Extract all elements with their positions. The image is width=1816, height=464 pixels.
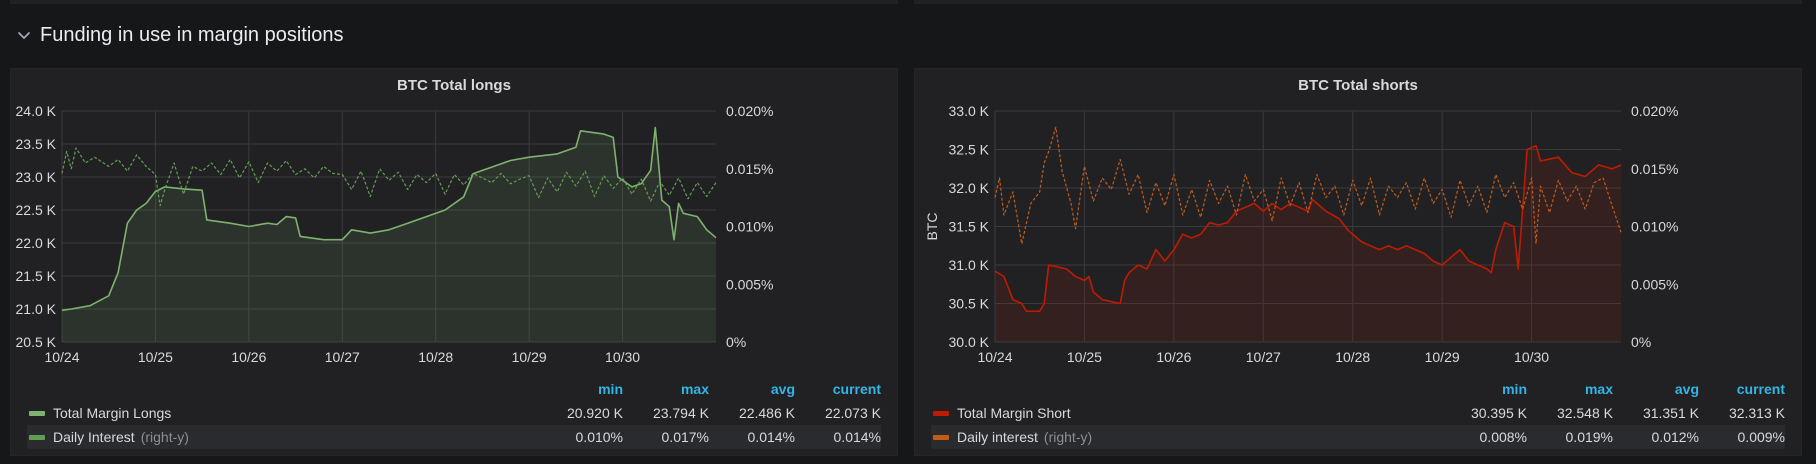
- x-tick-label: 10/29: [1425, 349, 1460, 365]
- y2-tick-label: 0.005%: [726, 276, 773, 292]
- panel-title[interactable]: BTC Total longs: [397, 77, 511, 94]
- legend-avg: 31.351 K: [1642, 405, 1699, 421]
- series-color-swatch[interactable]: [933, 434, 949, 440]
- y-tick-label: 31.5 K: [949, 219, 990, 235]
- legend-max: 0.019%: [1565, 429, 1613, 445]
- y2-tick-label: 0.010%: [1631, 219, 1678, 235]
- x-tick-label: 10/28: [1335, 349, 1370, 365]
- series-line-dashed: [994, 126, 1622, 245]
- legend-series-name[interactable]: Total Margin Longs: [53, 405, 172, 421]
- chart-btc-total-shorts: 30.0 K 30.5 K 31.0 K 31.5 K 32.0 K 32.5 K 33.0…: [924, 103, 1678, 365]
- chevron-down-icon[interactable]: [16, 27, 32, 43]
- y-axis-label: BTC: [924, 213, 940, 241]
- x-tick-label: 10/29: [512, 349, 547, 365]
- y-tick-label: 20.5 K: [16, 334, 57, 350]
- x-tick-label: 10/28: [418, 349, 453, 365]
- y-tick-label: 32.0 K: [949, 180, 990, 196]
- panel-btc-total-longs[interactable]: BTC Total longs 20.5 K 21.0 K 21.5 K 22.0 K…: [10, 68, 898, 456]
- legend-current: 32.313 K: [1728, 405, 1785, 421]
- series-line: [61, 126, 717, 312]
- legend-row[interactable]: Total Margin Short 30.395 K 32.548 K 31.…: [931, 401, 1785, 425]
- legend-header-max[interactable]: max: [680, 381, 709, 397]
- legend-current: 0.014%: [833, 429, 881, 445]
- x-tick-label: 10/25: [1067, 349, 1102, 365]
- y-tick-label: 24.0 K: [16, 103, 57, 119]
- legend-header-avg[interactable]: avg: [770, 381, 795, 397]
- series-area: [995, 145, 1621, 342]
- legend-axis-note: (right-y): [140, 429, 189, 445]
- legend-avg: 0.014%: [747, 429, 795, 445]
- legend-header: min max avg current: [27, 377, 881, 401]
- legend-header-avg[interactable]: avg: [1674, 381, 1699, 397]
- y2-tick-label: 0.005%: [1631, 276, 1678, 292]
- legend-min: 0.008%: [1479, 429, 1527, 445]
- legend-header-current[interactable]: current: [832, 381, 881, 397]
- legend-max: 0.017%: [661, 429, 709, 445]
- legend-min: 0.010%: [575, 429, 623, 445]
- legend-max: 32.548 K: [1556, 405, 1613, 421]
- legend-current: 22.073 K: [824, 405, 881, 421]
- x-tick-label: 10/26: [1156, 349, 1191, 365]
- legend-row[interactable]: Daily Interest (right-y) 0.010% 0.017% 0…: [27, 425, 881, 449]
- legend-current: 0.009%: [1737, 429, 1785, 445]
- y-tick-label: 23.0 K: [16, 169, 57, 185]
- panel-title[interactable]: BTC Total shorts: [1298, 77, 1418, 94]
- panel-btc-total-shorts[interactable]: BTC Total shorts 30.0 K 30.5 K 31.0 K 31.5 …: [914, 68, 1802, 456]
- y-tick-label: 30.5 K: [949, 296, 990, 312]
- y2-tick-label: 0.020%: [726, 103, 773, 119]
- y-tick-label: 33.0 K: [949, 103, 990, 119]
- chart-btc-total-longs: 20.5 K 21.0 K 21.5 K 22.0 K 22.5 K 23.0 K 23.5…: [16, 103, 774, 365]
- series-color-swatch[interactable]: [29, 434, 45, 440]
- legend-min: 20.920 K: [566, 405, 623, 421]
- legend-max: 23.794 K: [652, 405, 709, 421]
- legend: min max avg current Total Margin Longs 2…: [27, 377, 881, 449]
- y-tick-label: 30.0 K: [949, 334, 990, 350]
- series-line: [994, 144, 1622, 312]
- x-tick-label: 10/30: [1514, 349, 1549, 365]
- x-tick-label: 10/27: [1246, 349, 1281, 365]
- legend-axis-note: (right-y): [1043, 429, 1093, 445]
- x-tick-label: 10/30: [605, 349, 640, 365]
- legend-series-name[interactable]: Total Margin Short: [957, 405, 1071, 421]
- legend-series-name[interactable]: Daily Interest: [53, 429, 135, 445]
- legend-avg: 22.486 K: [738, 405, 795, 421]
- legend-series-name[interactable]: Daily interest: [957, 429, 1038, 445]
- legend-min: 30.395 K: [1470, 405, 1527, 421]
- row-title: Funding in use in margin positions: [40, 23, 344, 46]
- series-line-dashed: [61, 147, 717, 207]
- x-tick-label: 10/25: [138, 349, 173, 365]
- y2-tick-label: 0.020%: [1631, 103, 1678, 119]
- previous-panel-edge-left: [10, 0, 898, 4]
- series-area: [62, 127, 716, 342]
- previous-panel-edge-right: [914, 0, 1802, 4]
- x-tick-label: 10/24: [977, 349, 1012, 365]
- legend-row[interactable]: Daily interest (right-y) 0.008% 0.019% 0…: [931, 425, 1785, 449]
- legend-header-max[interactable]: max: [1584, 381, 1613, 397]
- legend-header-current[interactable]: current: [1736, 381, 1785, 397]
- legend-header-min[interactable]: min: [598, 381, 623, 397]
- legend-header: min max avg current: [931, 377, 1785, 401]
- legend: min max avg current Total Margin Short 3…: [931, 377, 1785, 449]
- y2-tick-label: 0%: [1631, 334, 1651, 350]
- y-tick-label: 23.5 K: [16, 136, 57, 152]
- legend-row[interactable]: Total Margin Longs 20.920 K 23.794 K 22.…: [27, 401, 881, 425]
- series-color-swatch[interactable]: [933, 410, 949, 416]
- y2-tick-label: 0.015%: [726, 161, 773, 177]
- x-tick-label: 10/27: [325, 349, 360, 365]
- legend-header-min[interactable]: min: [1502, 381, 1527, 397]
- series-color-swatch[interactable]: [29, 410, 45, 416]
- legend-avg: 0.012%: [1651, 429, 1699, 445]
- y2-tick-label: 0%: [726, 334, 746, 350]
- y2-tick-label: 0.015%: [1631, 161, 1678, 177]
- y-tick-label: 21.0 K: [16, 301, 57, 317]
- x-tick-label: 10/24: [44, 349, 79, 365]
- y-tick-label: 22.0 K: [16, 235, 57, 251]
- y-tick-label: 22.5 K: [16, 202, 57, 218]
- y-tick-label: 31.0 K: [949, 257, 990, 273]
- y-tick-label: 21.5 K: [16, 268, 57, 284]
- x-tick-label: 10/26: [231, 349, 266, 365]
- y-tick-label: 32.5 K: [949, 142, 990, 158]
- row-header[interactable]: Funding in use in margin positions: [16, 20, 344, 50]
- y2-tick-label: 0.010%: [726, 219, 773, 235]
